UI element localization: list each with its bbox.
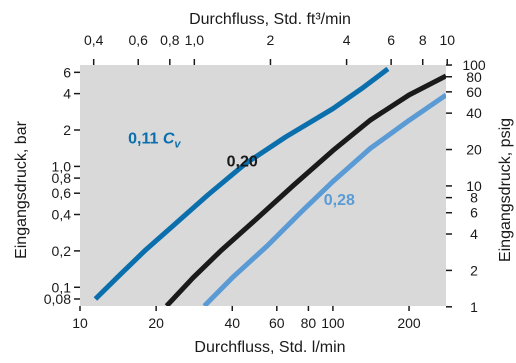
y-left-tick-label-4: 0,6: [52, 185, 72, 201]
x-top-tick-label-2: 0,8: [160, 32, 180, 48]
y-right-tick-label-0: 1: [470, 299, 478, 315]
x-top-tick-label-4: 2: [267, 32, 275, 48]
x-bottom-tick-label-0: 10: [72, 315, 88, 331]
y-right-tick-label-5: 10: [466, 178, 482, 194]
y-left-tick-label-2: 0,2: [52, 243, 72, 259]
x-top-tick-label-6: 6: [387, 32, 395, 48]
x-bottom-tick-label-4: 80: [301, 315, 317, 331]
x-top-tick-label-3: 1,0: [185, 32, 205, 48]
y-right-tick-label-10: 100: [462, 57, 486, 73]
y-right-tick-label-3: 6: [470, 205, 478, 221]
x-top-tick-label-8: 10: [439, 32, 455, 48]
x-top-tick-label-1: 0,6: [128, 32, 148, 48]
y-left-tick-label-5: 0,8: [52, 170, 72, 186]
x-bottom-tick-label-3: 60: [269, 315, 285, 331]
y-right-tick-label-9: 80: [466, 69, 482, 85]
y-left-tick-label-1: 0,1: [52, 279, 72, 295]
series-label-2: 0,28: [324, 192, 355, 209]
y-right-tick-label-1: 2: [470, 262, 478, 278]
x-axis-title-bottom: Durchfluss, Std. l/min: [194, 339, 345, 356]
series-layer: [93, 66, 446, 306]
series-label-1: 0,20: [227, 153, 258, 170]
y-right-tick-label-2: 4: [470, 226, 478, 242]
x-top-tick-label-0: 0,4: [84, 32, 104, 48]
x-axis-title-top: Durchfluss, Std. ft³/min: [189, 11, 351, 28]
x-top-tick-label-7: 8: [419, 32, 427, 48]
y-right-tick-label-4: 8: [470, 190, 478, 206]
y-right-tick-label-6: 20: [466, 142, 482, 158]
y-left-tick-label-6: 1,0: [52, 158, 72, 174]
y-left-tick-label-8: 4: [63, 86, 71, 102]
y-axis-title-right: Eingangsdruck, psig: [497, 118, 514, 262]
x-top-tick-label-5: 4: [343, 32, 351, 48]
y-left-tick-label-9: 6: [63, 64, 71, 80]
series-line-2: [202, 92, 446, 306]
series-line-1: [164, 73, 446, 306]
y-left-tick-label-0: 0,08: [44, 291, 71, 307]
x-bottom-tick-label-5: 100: [321, 315, 345, 331]
x-bottom-tick-label-2: 40: [224, 315, 240, 331]
series-label-0: 0,11 Cv: [128, 130, 181, 150]
y-right-tick-label-8: 60: [466, 84, 482, 100]
y-left-tick-label-7: 2: [63, 122, 71, 138]
x-bottom-tick-label-6: 200: [397, 315, 421, 331]
y-axis-title-left: Eingangsdruck, bar: [13, 120, 30, 259]
y-right-tick-label-7: 40: [466, 105, 482, 121]
series-line-0: [93, 66, 390, 301]
y-left-tick-label-3: 0,4: [52, 207, 72, 223]
plot-background: [80, 65, 446, 306]
x-bottom-tick-label-1: 20: [148, 315, 164, 331]
